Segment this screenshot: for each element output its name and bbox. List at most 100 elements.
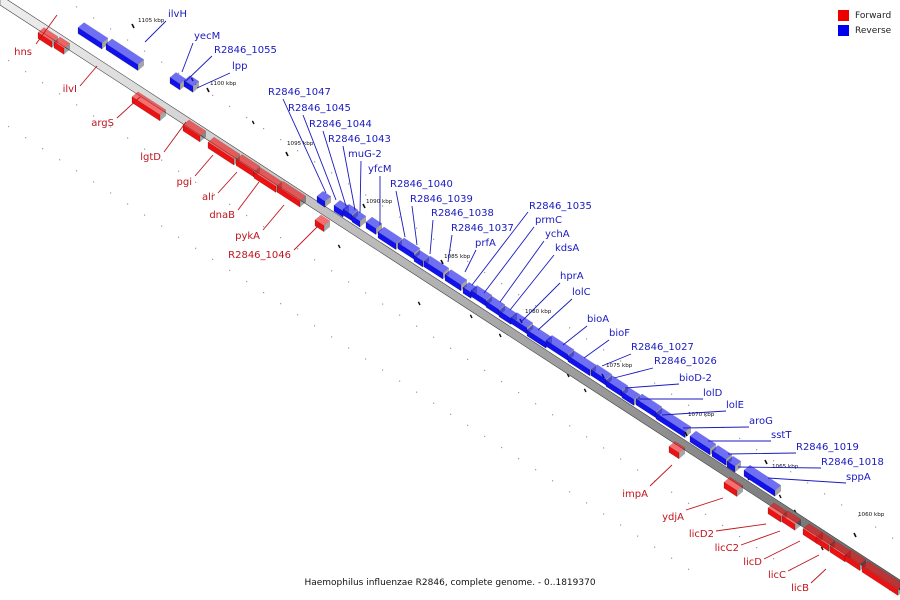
scale-tick <box>362 203 366 209</box>
legend: Forward Reverse <box>838 8 898 38</box>
forward-label-impa: impA <box>622 464 673 500</box>
reverse-gene-30 <box>743 464 782 497</box>
grid-dot <box>297 248 299 250</box>
gene-name: bioF <box>609 328 630 339</box>
grid-dot <box>365 194 367 196</box>
grid-dot <box>382 205 384 207</box>
grid-dot <box>212 192 214 194</box>
grid-dot <box>263 291 265 294</box>
grid-dot <box>280 303 282 305</box>
forward-label-licc: licC <box>768 554 820 581</box>
grid-dot <box>892 537 894 539</box>
leader-line <box>682 426 750 429</box>
grid-dot <box>127 203 129 205</box>
gene-top <box>815 531 836 546</box>
position-mark <box>469 314 473 319</box>
grid-dot <box>671 491 673 493</box>
grid-dot <box>705 415 707 417</box>
grid-dot <box>314 161 316 163</box>
grid-dot <box>858 515 860 517</box>
gene-side <box>685 426 691 438</box>
forward-gene-17 <box>861 560 900 596</box>
grid-dot <box>161 225 163 227</box>
gene-top <box>605 375 629 391</box>
gene-face <box>711 449 727 466</box>
leader-line <box>411 205 418 246</box>
forward-label-pgi: pgi <box>177 154 214 188</box>
gene-name: R2846_1039 <box>410 194 473 205</box>
leader-line <box>537 298 573 331</box>
grid-dot <box>603 349 605 351</box>
forward-gene-9 <box>668 441 686 460</box>
grid-dot <box>331 336 333 338</box>
grid-dot <box>637 535 639 537</box>
reverse-label-yfcm: yfcM <box>368 164 392 225</box>
leader-line <box>624 383 680 389</box>
leader-line <box>35 14 58 45</box>
reverse-label-r2846-1045: R2846_1045 <box>288 103 351 201</box>
reverse-label-ilvh: ilvH <box>144 9 187 43</box>
reverse-label-mug-2: muG-2 <box>348 149 382 214</box>
scale-label: 1105 kbp <box>138 18 165 24</box>
forward-label-licc2: licC2 <box>715 530 781 554</box>
grid-dot <box>756 448 758 451</box>
grid-dot <box>110 192 112 194</box>
reverse-label-r2846-1019: R2846_1019 <box>727 442 859 455</box>
gene-face <box>767 507 782 523</box>
grid-dot <box>552 480 554 482</box>
position-mark <box>337 244 341 249</box>
grid-dot <box>501 446 503 449</box>
gene-top <box>182 119 207 137</box>
grid-dot <box>518 294 520 296</box>
gene-top <box>767 502 788 517</box>
gene-side <box>735 461 741 473</box>
leader-line <box>509 254 555 311</box>
grid-dot <box>93 181 95 183</box>
leader-line <box>649 464 673 487</box>
grid-dot <box>773 460 775 462</box>
leader-line <box>715 523 767 532</box>
grid-dot <box>331 270 333 272</box>
reverse-label-biof: bioF <box>583 328 630 359</box>
gene-name: muG-2 <box>348 149 382 160</box>
leader-line <box>429 219 434 255</box>
forward-label-args: argS <box>91 96 141 129</box>
grid-dot <box>773 558 775 560</box>
grid-dot <box>467 358 469 361</box>
gene-name: hns <box>14 47 32 58</box>
figure-caption: Haemophilus influenzae R2846, complete g… <box>304 578 596 588</box>
gene-top <box>314 214 331 226</box>
grid-dot <box>467 424 469 427</box>
grid-dot <box>671 557 673 559</box>
leader-line <box>293 223 321 251</box>
gene-top <box>253 166 283 187</box>
grid-dot <box>433 336 435 338</box>
gene-labels: hnsilvIargSlgtDpgialrdnaBpykAR2846_1046i… <box>14 9 884 594</box>
grid-dot <box>756 546 758 549</box>
gene-top <box>655 407 692 433</box>
grid-dot <box>161 159 163 161</box>
grid-dot <box>416 227 418 229</box>
grid-dot <box>875 526 877 528</box>
reverse-gene-0 <box>77 22 109 50</box>
gene-face <box>444 274 462 292</box>
grid-dot <box>178 236 180 238</box>
reverse-gene-3 <box>183 75 200 93</box>
grid-dot <box>586 436 588 438</box>
gene-top <box>510 312 534 329</box>
leader-line <box>342 145 356 211</box>
leader-line <box>447 234 453 263</box>
gene-name: sppA <box>846 472 871 483</box>
grid-dot <box>280 237 282 239</box>
leader-line <box>613 367 654 379</box>
gene-top <box>689 430 717 450</box>
gene-name: R2846_1035 <box>529 201 592 212</box>
grid-dot <box>569 425 571 427</box>
leader-line <box>144 20 167 43</box>
gene-face <box>655 412 686 439</box>
reverse-label-r2846-1040: R2846_1040 <box>390 179 453 238</box>
gene-top <box>844 549 867 565</box>
gene-name: lolD <box>703 388 723 399</box>
leader-line <box>483 226 535 294</box>
legend-reverse: Reverse <box>838 23 898 38</box>
